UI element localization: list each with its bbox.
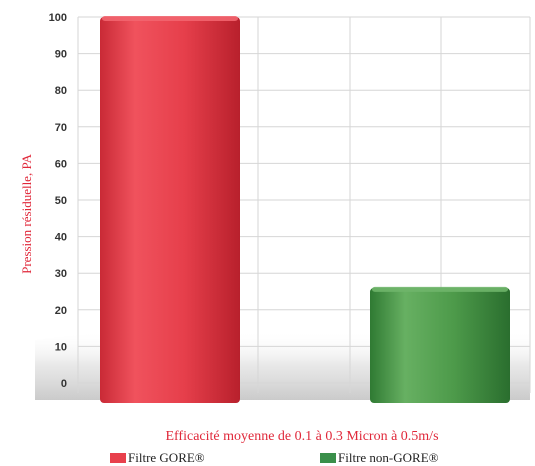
y-tick-label: 90: [55, 49, 67, 61]
bar-body: [370, 287, 510, 403]
y-tick-labels: 0 10 20 30 40 50 60 70 80 90 100: [49, 12, 67, 390]
legend-label-gore: Filtre GORE®: [128, 450, 205, 465]
legend-item-non-gore: Filtre non-GORE®: [320, 450, 439, 466]
bar-top: [372, 286, 508, 292]
bar-body: [100, 17, 240, 403]
y-tick-label: 70: [55, 122, 67, 134]
bars: [100, 16, 510, 403]
bar-gore: [100, 16, 240, 403]
y-tick-label: 30: [55, 268, 67, 280]
legend-swatch-gore: [110, 453, 126, 463]
y-axis-label: Pression résiduelle, PA: [19, 154, 34, 274]
legend-label-non-gore: Filtre non-GORE®: [338, 450, 439, 465]
bar-top: [102, 16, 238, 21]
y-tick-label: 10: [55, 341, 67, 353]
y-tick-label: 20: [55, 305, 67, 317]
bar-non-gore: [370, 286, 510, 403]
y-tick-label: 60: [55, 158, 67, 170]
legend-swatch-non-gore: [320, 453, 336, 463]
y-tick-label: 50: [55, 195, 67, 207]
y-tick-label: 80: [55, 85, 67, 97]
y-tick-label: 0: [61, 378, 67, 390]
y-tick-label: 100: [49, 12, 67, 24]
x-axis-label: Efficacité moyenne de 0.1 à 0.3 Micron à…: [165, 429, 438, 444]
y-tick-label: 40: [55, 232, 67, 244]
legend-item-gore: Filtre GORE®: [110, 450, 205, 466]
